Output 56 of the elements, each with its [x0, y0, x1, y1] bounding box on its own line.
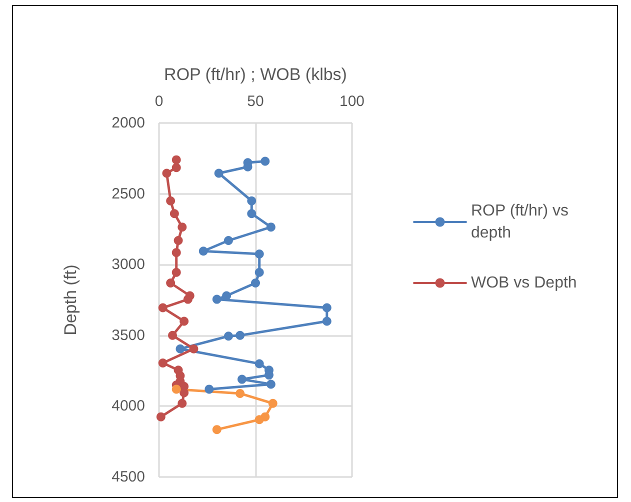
y-axis-title: Depth (ft) — [61, 264, 80, 336]
point — [172, 268, 181, 277]
y-tick-label: 3000 — [112, 256, 145, 274]
y-tick-label: 2500 — [112, 185, 145, 202]
point — [251, 278, 260, 288]
point — [266, 380, 276, 389]
point — [174, 236, 183, 246]
point — [254, 268, 264, 277]
y-tick-label: 3500 — [112, 326, 145, 344]
point — [172, 384, 181, 394]
point — [266, 222, 276, 232]
point — [254, 359, 264, 368]
point — [322, 316, 332, 326]
point — [204, 384, 214, 394]
point — [212, 425, 222, 434]
point — [166, 278, 176, 288]
x-tick-label: 0 — [154, 93, 164, 110]
point — [198, 246, 208, 256]
point — [254, 415, 264, 424]
point — [178, 222, 187, 232]
y-tick-label: 4000 — [112, 398, 145, 415]
x-axis-title: ROP (ft/hr) ; WOB (klbs) — [164, 65, 347, 84]
point — [158, 358, 168, 368]
point — [212, 294, 222, 304]
point — [236, 330, 245, 340]
point — [158, 303, 168, 312]
point — [162, 168, 172, 178]
x-tick-label: 100 — [339, 93, 365, 110]
point — [176, 344, 185, 354]
legend-label: WOB vs Depth — [471, 274, 577, 292]
point — [172, 163, 181, 172]
point — [156, 412, 166, 422]
legend-label: ROP (ft/hr) vs depth — [471, 202, 573, 242]
y-tick-label: 4500 — [112, 468, 145, 486]
point — [224, 332, 233, 341]
point — [172, 155, 181, 164]
point — [178, 398, 187, 408]
point — [189, 344, 198, 354]
point — [166, 196, 176, 206]
point — [224, 236, 233, 246]
point — [247, 196, 256, 206]
point — [180, 316, 189, 326]
y-tick-label: 2000 — [112, 114, 145, 132]
point — [214, 168, 224, 178]
point — [268, 398, 278, 408]
point — [247, 209, 256, 218]
point — [254, 249, 264, 258]
point — [260, 156, 270, 166]
point — [322, 303, 332, 312]
x-tick-label: 50 — [247, 93, 264, 110]
point — [238, 374, 246, 384]
point — [172, 248, 181, 258]
point — [170, 209, 179, 218]
point — [168, 330, 178, 340]
point — [183, 294, 192, 304]
point — [236, 388, 245, 398]
